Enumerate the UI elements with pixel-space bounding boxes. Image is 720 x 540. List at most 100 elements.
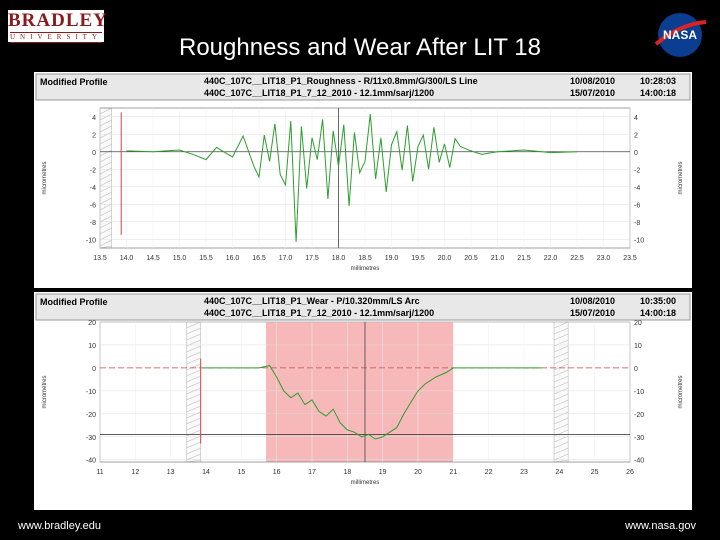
hatch-line [186, 453, 201, 461]
y-tick-label: 0 [92, 150, 96, 157]
y-axis-label-right: micrometres [678, 375, 684, 408]
y-tick-label: 0 [92, 366, 96, 373]
hatch-line [186, 417, 201, 425]
hatch-line [186, 429, 201, 437]
y-tick-label: -6 [90, 202, 96, 209]
wear-chart-panel: Modified Profile 440C_107C__LIT18_P1_Wear… [34, 292, 692, 510]
hatch-line [99, 173, 112, 181]
header-line-2: 440C_107C__LIT18_P1_7_12_2010 - 12.1mm/s… [204, 88, 434, 98]
hatch-line [553, 357, 569, 365]
panel-label: Modified Profile [40, 297, 108, 307]
nasa-logo-text: NASA [663, 28, 697, 42]
chart-header-bar [35, 73, 691, 101]
hatch-line [186, 327, 201, 335]
footer-left-link[interactable]: www.bradley.edu [18, 520, 101, 532]
x-tick-label: 14.5 [146, 255, 160, 262]
x-tick-label: 20.5 [464, 255, 478, 262]
x-tick-label: 22.5 [570, 255, 584, 262]
x-tick-label: 21 [449, 469, 457, 476]
hatch-line [553, 405, 569, 413]
y-tick-label-right: -8 [634, 220, 640, 227]
hatch-line [99, 239, 112, 247]
hatch-line [553, 453, 569, 461]
hatch-line [99, 179, 112, 187]
hatch-line [99, 215, 112, 223]
header-line-1: 440C_107C__LIT18_P1_Roughness - R/11x0.8… [204, 76, 478, 86]
hatch-line [553, 417, 569, 425]
hatch-line [99, 191, 112, 199]
x-tick-label: 14 [202, 469, 210, 476]
hatch-line [186, 393, 201, 401]
x-tick-label: 21.5 [517, 255, 531, 262]
footer-right-link[interactable]: www.nasa.gov [625, 520, 696, 532]
wear-chart: Modified Profile 440C_107C__LIT18_P1_Wear… [35, 293, 691, 486]
x-tick-label: 23.0 [597, 255, 611, 262]
hatch-line [186, 399, 201, 407]
y-tick-label: -30 [86, 435, 96, 442]
hatch-line [553, 363, 569, 371]
header-date-1: 10/08/2010 [570, 76, 615, 86]
y-tick-label-right: -40 [634, 458, 644, 465]
hatch-line [186, 321, 201, 329]
x-tick-label: 21.0 [491, 255, 505, 262]
hatch-line [99, 131, 112, 139]
profile-line [202, 365, 542, 440]
x-axis-label: millimetres [351, 266, 380, 272]
x-tick-label: 23 [520, 469, 528, 476]
bradley-logo: BRADLEY UNIVERSITY [8, 10, 108, 43]
x-tick-label: 26 [626, 469, 634, 476]
hatch-line [186, 351, 201, 359]
x-tick-label: 18 [343, 469, 351, 476]
y-tick-label: -8 [90, 220, 96, 227]
hatch-line [186, 375, 201, 383]
y-tick-label: -2 [90, 167, 96, 174]
hatch-line [553, 447, 569, 455]
hatch-line [553, 381, 569, 389]
x-tick-label: 12 [131, 469, 139, 476]
hatch-line [99, 221, 112, 229]
y-tick-label: -10 [86, 237, 96, 244]
x-axis-label: millimetres [351, 480, 380, 486]
hatch-line [186, 411, 201, 419]
hatch-line [99, 107, 112, 115]
x-tick-label: 22.0 [544, 255, 558, 262]
hatch-line [553, 333, 569, 341]
header-time-2: 14:00:18 [640, 308, 676, 318]
profile-line [126, 114, 578, 242]
x-tick-label: 22 [485, 469, 493, 476]
y-axis-label-right: micrometres [678, 161, 684, 194]
y-tick-label-right: -6 [634, 202, 640, 209]
header-line-2: 440C_107C__LIT18_P1_7_12_2010 - 12.1mm/s… [204, 308, 434, 318]
x-tick-label: 15 [237, 469, 245, 476]
roughness-chart: Modified Profile 440C_107C__LIT18_P1_Roug… [35, 73, 691, 272]
hatch-line [186, 357, 201, 365]
x-tick-label: 19 [379, 469, 387, 476]
roughness-chart-panel: Modified Profile 440C_107C__LIT18_P1_Roug… [34, 72, 692, 288]
y-axis-label: micrometres [42, 161, 48, 194]
hatch-line [186, 333, 201, 341]
hatch-line [99, 125, 112, 133]
y-tick-label-right: 20 [634, 320, 642, 327]
y-tick-label-right: 0 [634, 150, 638, 157]
nasa-logo: NASA [654, 13, 707, 57]
y-tick-label-right: -20 [634, 412, 644, 419]
x-tick-label: 24 [555, 469, 563, 476]
logo-main-text: BRADLEY [8, 10, 108, 31]
header-date-2: 15/07/2010 [570, 88, 615, 98]
hatch-line [99, 161, 112, 169]
x-tick-label: 15.5 [199, 255, 213, 262]
hatch-line [99, 203, 112, 211]
hatch-line [553, 375, 569, 383]
x-tick-label: 15.0 [173, 255, 187, 262]
x-tick-label: 16.0 [226, 255, 240, 262]
header-time-2: 14:00:18 [640, 88, 676, 98]
hatch-line [99, 227, 112, 235]
x-tick-label: 19.0 [385, 255, 399, 262]
y-tick-label-right: 2 [634, 132, 638, 139]
hatch-line [99, 209, 112, 217]
hatch-line [553, 351, 569, 359]
y-axis-label: micrometres [42, 375, 48, 408]
y-tick-label-right: 0 [634, 366, 638, 373]
hatch-line [553, 321, 569, 329]
page-title: Roughness and Wear After LIT 18 [178, 34, 541, 61]
